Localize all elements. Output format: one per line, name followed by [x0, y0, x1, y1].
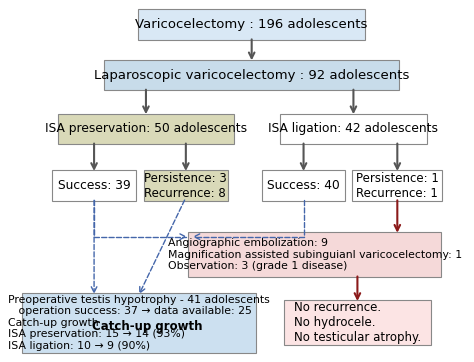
FancyBboxPatch shape — [262, 171, 346, 201]
Text: No recurrence.
No hydrocele.
No testicular atrophy.: No recurrence. No hydrocele. No testicul… — [294, 302, 421, 344]
Text: Success: 40: Success: 40 — [267, 179, 340, 192]
FancyBboxPatch shape — [58, 114, 234, 144]
Text: Preoperative testis hypotrophy - 41 adolescents
   operation success: 37 → data : Preoperative testis hypotrophy - 41 adol… — [8, 295, 270, 351]
Text: Angiographic embolization: 9
Magnification assisted subinguianl varicocelectomy:: Angiographic embolization: 9 Magnificati… — [168, 238, 462, 271]
FancyBboxPatch shape — [52, 171, 136, 201]
Text: ISA preservation: 50 adolescents: ISA preservation: 50 adolescents — [45, 122, 247, 135]
Text: Varicocelectomy : 196 adolescents: Varicocelectomy : 196 adolescents — [136, 18, 368, 31]
Text: Laparoscopic varicocelectomy : 92 adolescents: Laparoscopic varicocelectomy : 92 adoles… — [94, 68, 410, 81]
Text: ISA ligation: 42 adolescents: ISA ligation: 42 adolescents — [268, 122, 438, 135]
FancyBboxPatch shape — [138, 9, 365, 40]
FancyBboxPatch shape — [283, 300, 431, 345]
Text: Persistence: 3
Recurrence: 8: Persistence: 3 Recurrence: 8 — [145, 172, 227, 200]
FancyBboxPatch shape — [353, 171, 442, 201]
Text: Catch-up growth: Catch-up growth — [92, 320, 202, 333]
Text: Persistence: 1
Recurrence: 1: Persistence: 1 Recurrence: 1 — [356, 172, 439, 200]
FancyBboxPatch shape — [104, 60, 399, 90]
FancyBboxPatch shape — [22, 293, 256, 353]
FancyBboxPatch shape — [144, 171, 228, 201]
FancyBboxPatch shape — [280, 114, 427, 144]
FancyBboxPatch shape — [188, 232, 441, 277]
Text: Success: 39: Success: 39 — [58, 179, 130, 192]
